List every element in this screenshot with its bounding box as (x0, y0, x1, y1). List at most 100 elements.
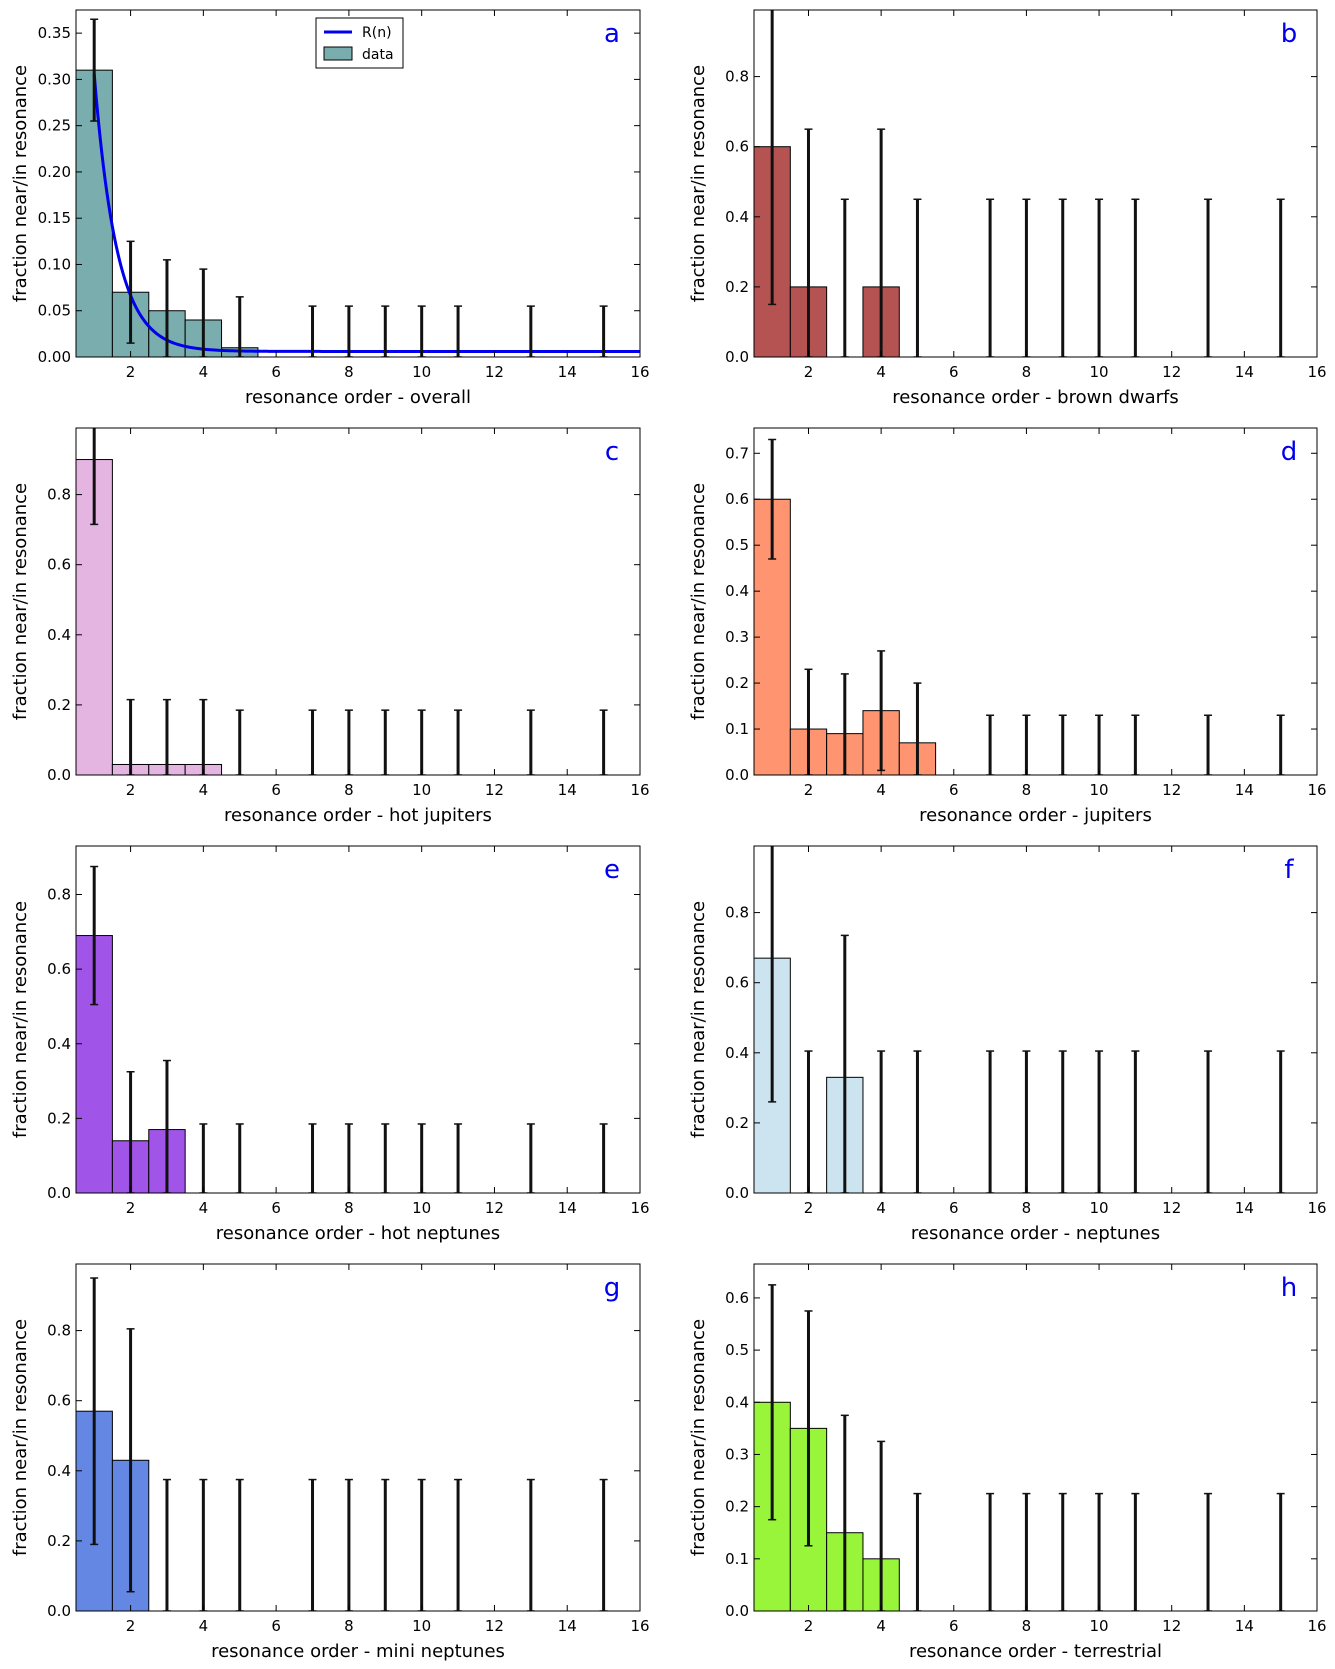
x-tick-label: 10 (1090, 1199, 1109, 1217)
y-axis-label: fraction near/in resonance (688, 1319, 709, 1556)
y-tick-label: 0.8 (47, 486, 71, 504)
x-tick-label: 10 (412, 1199, 431, 1217)
x-tick-label: 16 (630, 1617, 649, 1635)
y-tick-label: 0.2 (725, 1114, 749, 1132)
x-tick-label: 4 (876, 781, 886, 799)
x-tick-label: 4 (199, 363, 209, 381)
x-tick-label: 14 (558, 781, 577, 799)
y-axis-label: fraction near/in resonance (688, 901, 709, 1138)
y-axis-label: fraction near/in resonance (10, 483, 31, 720)
axes-frame (753, 427, 1318, 776)
y-tick-label: 0.8 (47, 886, 71, 904)
x-tick-label: 6 (949, 363, 959, 381)
x-tick-label: 12 (485, 781, 504, 799)
x-tick-label: 4 (876, 1199, 886, 1217)
x-tick-label: 4 (199, 1617, 209, 1635)
x-tick-label: 8 (1022, 1617, 1032, 1635)
x-tick-label: 2 (804, 781, 814, 799)
y-tick-label: 0.6 (47, 960, 71, 978)
x-tick-label: 10 (412, 1617, 431, 1635)
panel-label: b (1281, 19, 1298, 49)
x-tick-label: 4 (876, 363, 886, 381)
y-tick-label: 0.05 (38, 302, 71, 320)
x-tick-label: 10 (1090, 1617, 1109, 1635)
y-tick-label: 0.8 (47, 1322, 71, 1340)
panel-label: h (1281, 1273, 1297, 1303)
x-tick-label: 16 (1307, 1617, 1326, 1635)
x-tick-label: 14 (558, 1617, 577, 1635)
x-tick-label: 2 (804, 363, 814, 381)
y-tick-label: 0.3 (725, 1445, 749, 1463)
y-axis-label: fraction near/in resonance (688, 483, 709, 720)
y-tick-label: 0.1 (725, 1550, 749, 1568)
plot-area (754, 846, 1285, 1193)
x-tick-label: 12 (1162, 363, 1181, 381)
x-tick-label: 16 (1307, 781, 1326, 799)
legend-patch-swatch (323, 46, 353, 61)
x-tick-label: 12 (485, 1199, 504, 1217)
panel-c: 2 4 6 8 10 12 14 16 0.0 0.2 0.4 0.6 0.8 resonance ord… (10, 427, 650, 826)
y-axis-label: fraction near/in resonance (688, 65, 709, 302)
panel-f: 2 4 6 8 10 12 14 16 0.0 0.2 0.4 0.6 0.8 resonance ord… (688, 845, 1327, 1244)
x-tick-label: 2 (126, 363, 136, 381)
y-tick-label: 0.6 (725, 1289, 749, 1307)
y-tick-label: 0.1 (725, 720, 749, 738)
x-tick-label: 14 (1235, 1199, 1254, 1217)
y-tick-label: 0.2 (47, 1532, 71, 1550)
axes-frame (753, 9, 1318, 358)
axes-frame (75, 9, 641, 358)
panel-label: f (1284, 855, 1294, 885)
x-tick-label: 10 (1090, 781, 1109, 799)
y-tick-label: 0.8 (725, 68, 749, 86)
x-tick-label: 6 (949, 1617, 959, 1635)
x-tick-label: 8 (344, 363, 354, 381)
y-tick-label: 0.15 (38, 209, 71, 227)
axes-frame (753, 845, 1318, 1194)
y-tick-label: 0.20 (38, 163, 71, 181)
x-tick-label: 16 (630, 781, 649, 799)
y-axis-label: fraction near/in resonance (10, 901, 31, 1138)
panel-d: 2 4 6 8 10 12 14 16 0.0 0.1 0.2 0.3 0.4 0.5 0.6 0.7 reso… (688, 427, 1327, 826)
y-tick-label: 0.0 (725, 348, 749, 366)
y-tick-label: 0.2 (47, 696, 71, 714)
x-tick-label: 16 (630, 1199, 649, 1217)
y-tick-label: 0.5 (725, 1341, 749, 1359)
y-tick-label: 0.4 (725, 1393, 749, 1411)
y-tick-label: 0.4 (47, 626, 71, 644)
x-tick-label: 8 (344, 1617, 354, 1635)
panel-label: d (1281, 437, 1298, 467)
x-tick-label: 8 (1022, 1199, 1032, 1217)
legend: R(n) data (315, 17, 404, 69)
y-tick-label: 0.30 (38, 70, 71, 88)
x-tick-label: 16 (1307, 1199, 1326, 1217)
y-tick-label: 0.6 (47, 1392, 71, 1410)
axes-frame (75, 845, 641, 1194)
x-tick-label: 4 (876, 1617, 886, 1635)
y-tick-label: 0.0 (47, 1184, 71, 1202)
legend-label: R(n) (362, 25, 392, 41)
x-axis-label: resonance order - overall (245, 387, 471, 408)
x-tick-label: 12 (1162, 1199, 1181, 1217)
x-tick-label: 4 (199, 1199, 209, 1217)
x-tick-label: 16 (630, 363, 649, 381)
x-tick-label: 6 (949, 1199, 959, 1217)
panel-a: 2 4 6 8 10 12 14 16 0.00 0.05 0.10 0.15 0.20 0.25 0.30… (10, 9, 650, 408)
plot-area (76, 865, 608, 1193)
y-tick-label: 0.6 (725, 490, 749, 508)
panel-label: a (604, 19, 620, 49)
x-tick-label: 12 (1162, 1617, 1181, 1635)
x-axis-label: resonance order - jupiters (919, 805, 1152, 826)
x-tick-label: 8 (1022, 781, 1032, 799)
y-tick-label: 0.6 (725, 138, 749, 156)
axes-frame (753, 1263, 1318, 1612)
y-tick-label: 0.2 (47, 1109, 71, 1127)
y-tick-label: 0.6 (47, 556, 71, 574)
y-axis-label: fraction near/in resonance (10, 1319, 31, 1556)
x-tick-label: 8 (344, 1199, 354, 1217)
x-axis-label: resonance order - brown dwarfs (892, 387, 1179, 408)
x-tick-label: 6 (271, 363, 281, 381)
x-tick-label: 6 (949, 781, 959, 799)
y-tick-label: 0.2 (725, 278, 749, 296)
x-tick-label: 2 (126, 781, 136, 799)
y-tick-label: 0.4 (725, 1044, 749, 1062)
